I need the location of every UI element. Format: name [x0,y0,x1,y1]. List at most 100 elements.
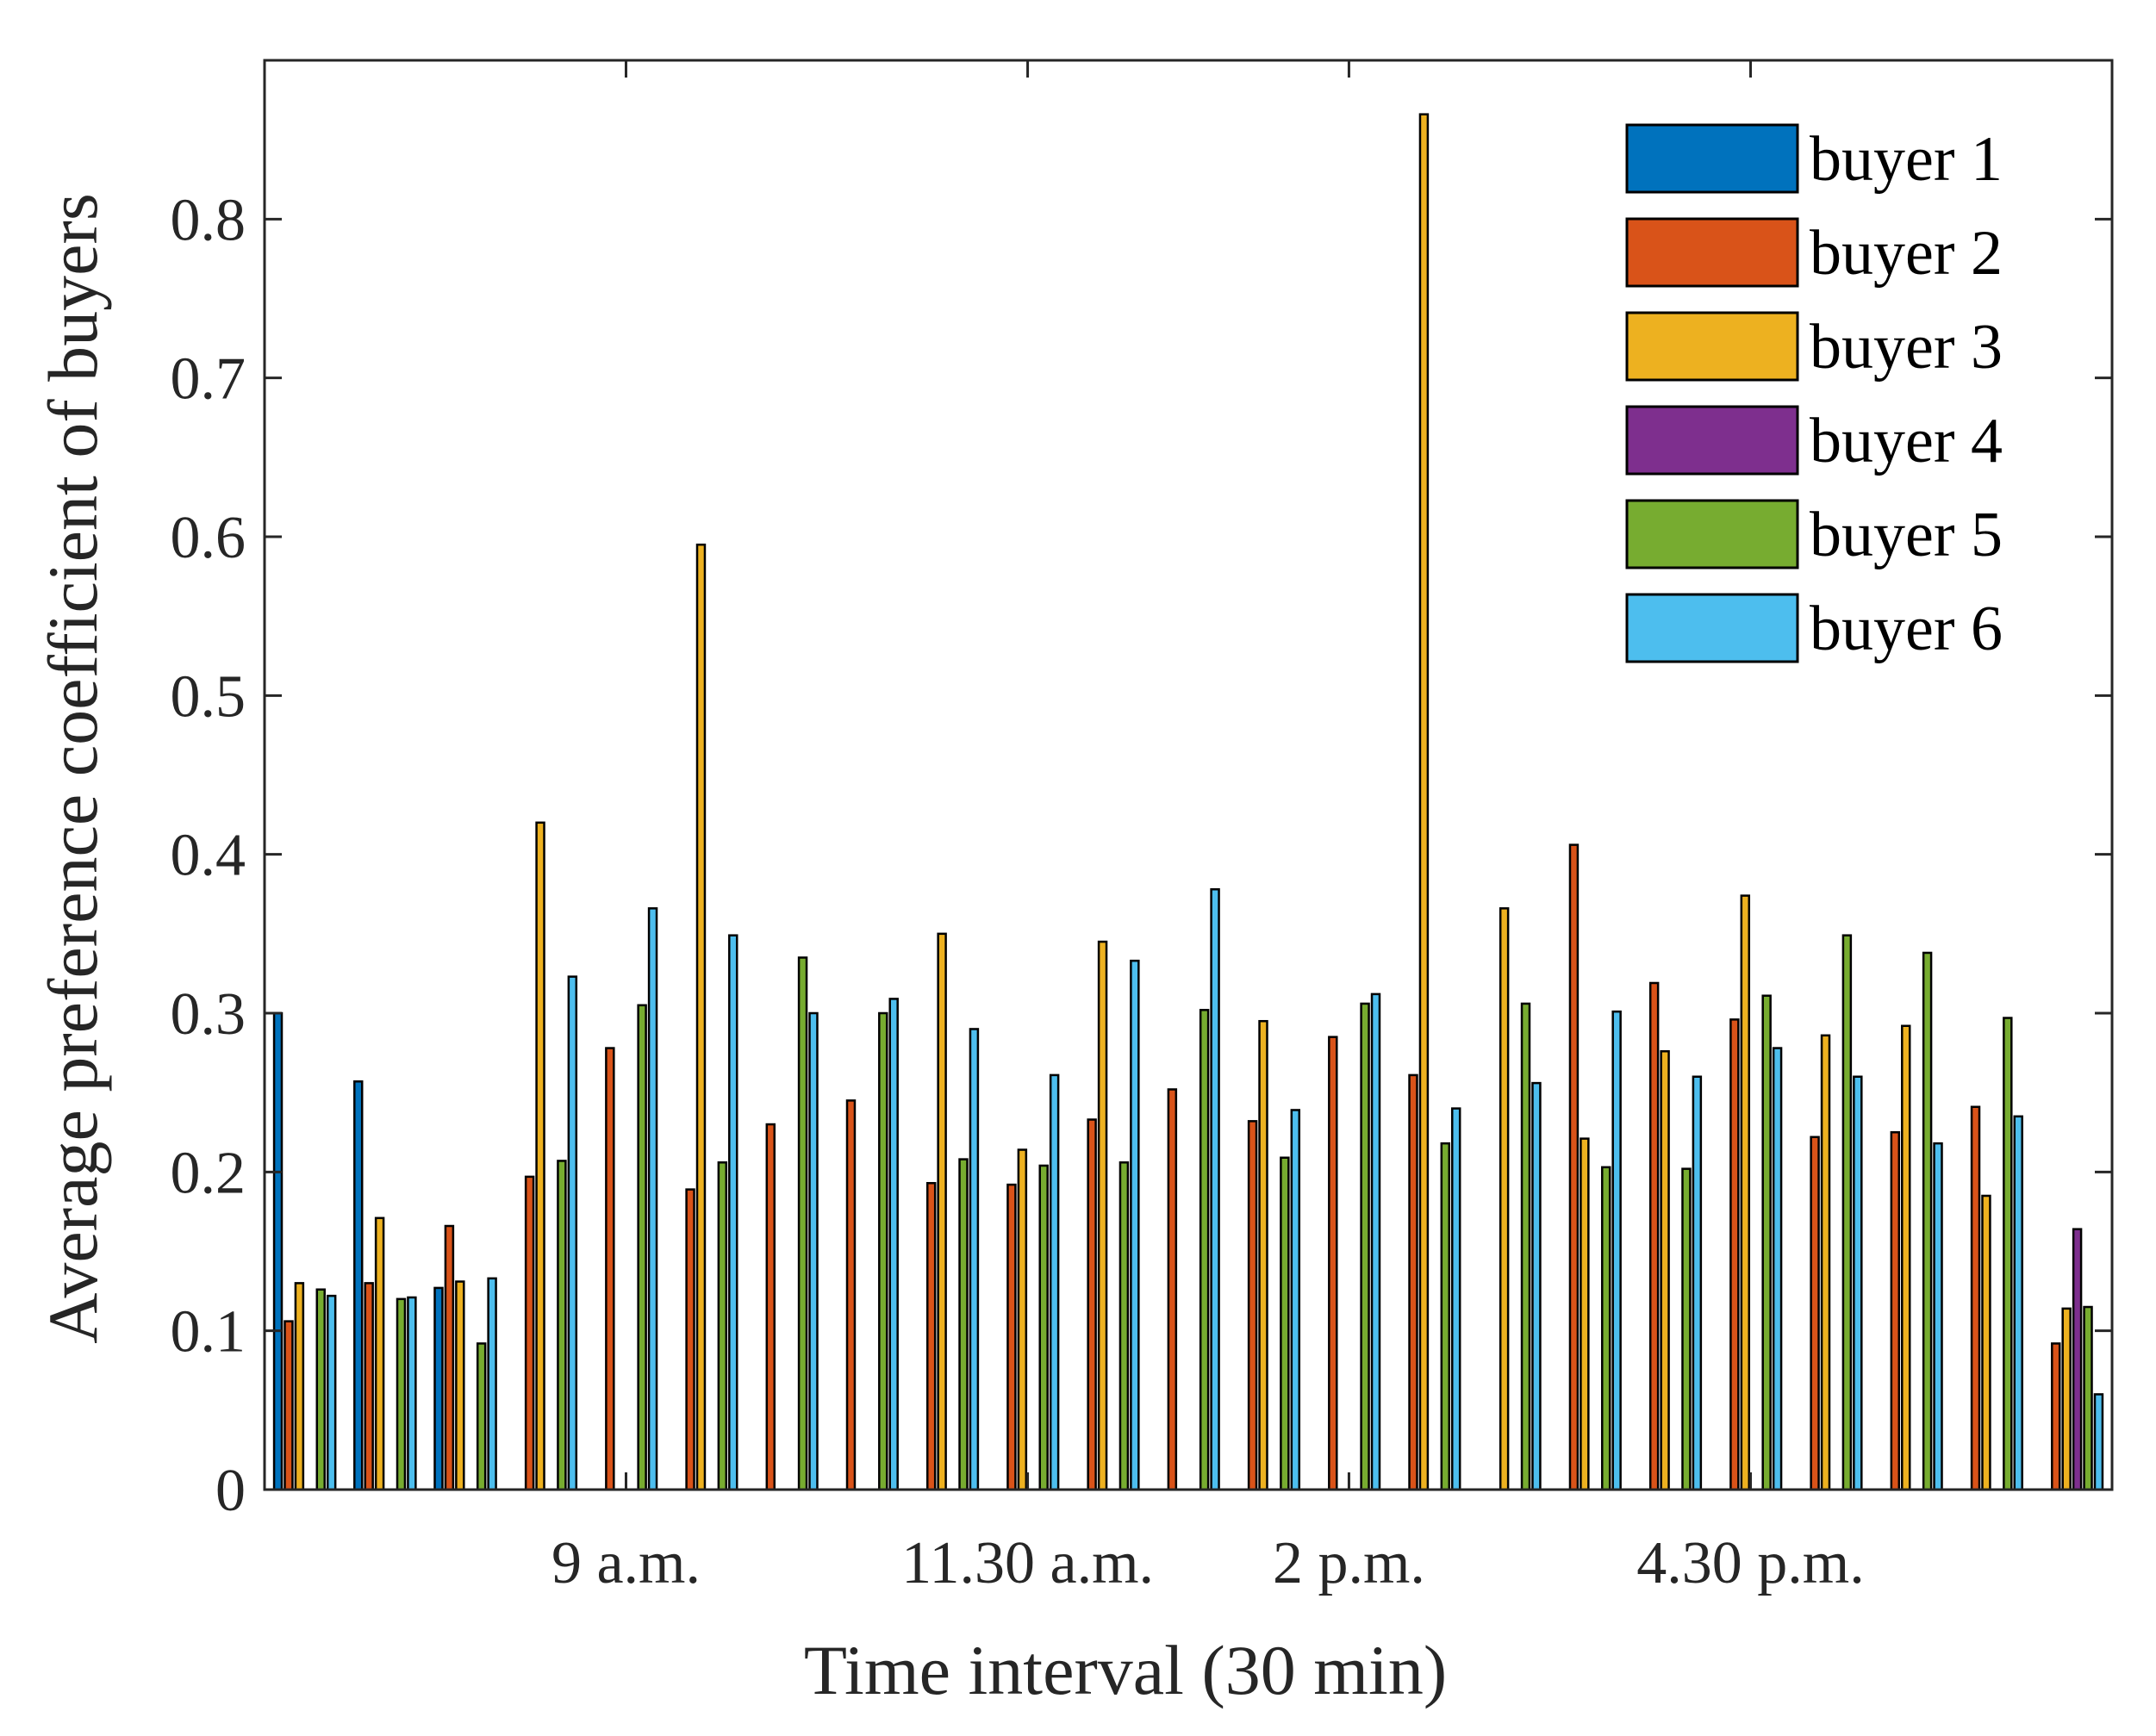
bar-buyer-6-t14 [1370,992,1381,1491]
bar-buyer-5-t1 [315,1288,326,1491]
bar-buyer-2-t13 [1247,1120,1258,1491]
bar-buyer-5-t13 [1280,1156,1290,1491]
bar-buyer-5-t5 [637,1004,647,1491]
bar-buyer-6-t8 [888,998,899,1491]
bar-buyer-2-t17 [1568,843,1580,1491]
bar-buyer-1-t1 [272,1011,284,1491]
bar-buyer-6-t11 [1130,959,1140,1491]
bar-buyer-2-t22 [1970,1105,1981,1491]
bar-buyer-6-t17 [1611,1010,1622,1491]
bar-buyer-5-t21 [1922,951,1933,1491]
bar-buyer-6-t19 [1772,1047,1783,1491]
bar-buyer-2-t14 [1328,1036,1338,1491]
legend-label-buyer-2: buyer 2 [1810,218,2003,289]
bar-buyer-6-t18 [1692,1075,1703,1491]
bar-buyer-6-t21 [1933,1142,1943,1491]
bar-buyer-6-t12 [1210,887,1220,1491]
bar-buyer-3-t15 [1418,113,1430,1491]
x-tick-label: 9 a.m. [551,1530,701,1596]
legend-label-buyer-5: buyer 5 [1810,500,2003,570]
bar-buyer-2-t2 [364,1282,374,1491]
bar-buyer-6-t15 [1451,1107,1461,1491]
bar-buyer-2-t7 [765,1123,776,1491]
bar-buyer-2-t23 [2051,1342,2061,1491]
legend-swatch-buyer-1 [1625,123,1799,194]
legend-swatch-buyer-4 [1625,405,1799,476]
bar-buyer-3-t18 [1660,1049,1670,1491]
bar-buyer-5-t3 [476,1342,487,1491]
bar-buyer-3-t10 [1017,1148,1028,1491]
bar-buyer-5-t8 [878,1011,888,1491]
plot-box [263,59,2114,1491]
bar-buyer-3-t11 [1097,940,1108,1491]
y-tick-label: 0.4 [171,823,246,889]
legend-swatch-buyer-3 [1625,311,1799,382]
bar-buyer-3-t1 [294,1282,305,1491]
bar-buyer-5-t15 [1440,1142,1451,1491]
y-tick-label: 0.2 [171,1140,246,1206]
bar-buyer-3-t19 [1740,894,1751,1491]
y-tick-label: 0.1 [171,1299,246,1366]
bar-buyer-6-t23 [2093,1393,2104,1491]
y-tick-labels: 0 0.1 0.2 0.3 0.4 0.5 0.6 0.7 0.8 [171,187,246,1524]
bar-buyer-3-t3 [455,1280,465,1491]
bar-buyer-2-t1 [284,1320,294,1491]
bar-buyer-2-t21 [1890,1131,1901,1491]
bar-buyer-2-t19 [1729,1018,1740,1491]
legend: buyer 1 buyer 2 buyer 3 buyer 4 buyer 5 buyer… [1625,123,2003,664]
bar-buyer-3-t20 [1820,1034,1831,1491]
y-tick-label: 0.7 [171,346,246,413]
bars-group [272,113,2104,1491]
bar-buyer-3-t21 [1901,1024,1911,1491]
y-tick-label: 0.6 [171,505,246,571]
x-tick-label: 4.30 p.m. [1636,1530,1864,1596]
y-axis-title: Average preference coefficient of buyers [34,193,112,1344]
bar-buyer-5-t6 [717,1161,728,1491]
bar-buyer-5-t17 [1601,1166,1611,1491]
bar-buyer-6-t4 [567,975,578,1491]
bar-buyer-2-t12 [1167,1088,1178,1491]
bar-buyer-6-t9 [969,1028,980,1491]
legend-label-buyer-6: buyer 6 [1810,594,2003,664]
legend-swatch-buyer-5 [1625,499,1799,569]
bar-buyer-6-t1 [326,1294,337,1491]
bar-buyer-2-t11 [1087,1118,1097,1491]
bar-buyer-2-t4 [524,1175,535,1491]
bar-buyer-5-t10 [1038,1164,1049,1491]
bar-buyer-5-t18 [1681,1167,1692,1491]
bar-buyer-6-t22 [2013,1115,2023,1491]
legend-label-buyer-1: buyer 1 [1810,124,2003,195]
bar-buyer-3-t13 [1258,1019,1268,1491]
legend-swatch-buyer-6 [1625,593,1799,663]
bar-buyer-6-t6 [728,934,738,1491]
bar-buyer-2-t8 [845,1099,857,1491]
x-tick-labels: 9 a.m. 11.30 a.m. 2 p.m. 4.30 p.m. [551,1530,1865,1596]
bar-buyer-2-t6 [685,1188,695,1491]
bar-buyer-2-t18 [1648,981,1660,1491]
axes-frame [263,59,2114,1491]
bar-buyer-1-t3 [433,1286,444,1491]
bar-buyer-2-t20 [1810,1136,1820,1491]
bar-buyer-2-t15 [1408,1073,1418,1491]
bar-buyer-5-t9 [958,1158,969,1491]
y-tick-label: 0 [215,1458,246,1524]
bar-buyer-5-t4 [557,1160,567,1491]
bar-buyer-3-t23 [2061,1307,2072,1491]
x-tick-label: 2 p.m. [1273,1530,1425,1596]
bar-buyer-5-t2 [396,1297,407,1491]
bar-buyer-5-t14 [1360,1002,1370,1491]
bar-buyer-6-t13 [1290,1109,1301,1491]
y-tick-label: 0.5 [171,663,246,730]
bar-buyer-2-t9 [925,1181,937,1491]
x-axis-title: Time interval (30 min) [804,1631,1447,1709]
y-tick-label: 0.3 [171,981,246,1048]
bar-buyer-4-t23 [2072,1228,2083,1491]
bar-buyer-5-t7 [797,956,808,1491]
bar-buyer-5-t11 [1119,1161,1130,1491]
bar-buyer-3-t9 [937,932,947,1491]
bar-buyer-5-t12 [1199,1009,1210,1491]
bar-buyer-3-t6 [695,543,707,1491]
bar-buyer-6-t10 [1049,1073,1060,1491]
bar-buyer-6-t5 [647,907,658,1491]
